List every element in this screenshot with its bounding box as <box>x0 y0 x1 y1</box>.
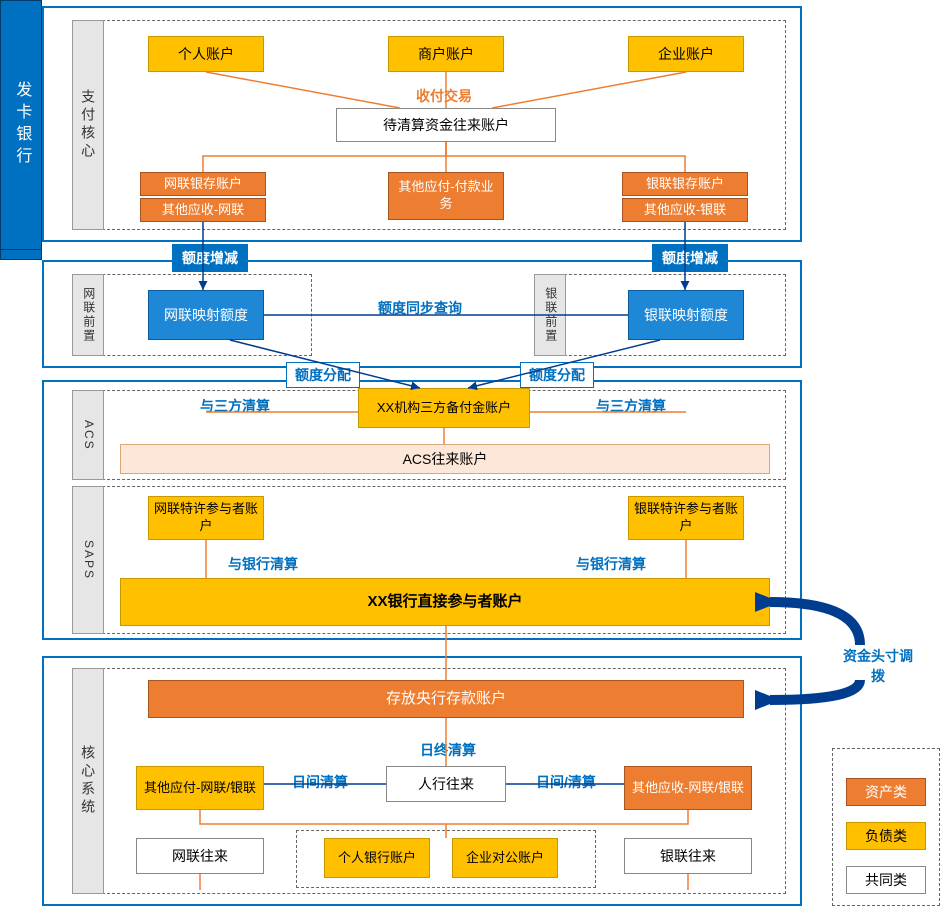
lbl-fund-pos: 资金头寸调拨 <box>838 646 918 686</box>
node-other-recv-wl: 其他应收-网联 <box>140 198 266 222</box>
node-other-recv-wlyl: 其他应收-网联/银联 <box>624 766 752 810</box>
node-pending-settle: 待清算资金往来账户 <box>336 108 556 142</box>
node-personal-bank: 个人银行账户 <box>324 838 430 878</box>
node-wl-wanglai: 网联往来 <box>136 838 264 874</box>
node-central-deposit: 存放央行存款账户 <box>148 680 744 718</box>
sub-payment-core: 支付核心 <box>72 20 104 230</box>
node-other-payable: 其他应付-付款业务 <box>388 172 504 220</box>
node-merchant-acct: 商户账户 <box>388 36 504 72</box>
lbl-third-l: 与三方清算 <box>198 396 272 416</box>
legend-asset: 资产类 <box>846 778 926 806</box>
lbl-shoufu: 收付交易 <box>414 86 474 106</box>
legend-liability: 负债类 <box>846 822 926 850</box>
lbl-alloc-r: 额度分配 <box>520 362 594 388</box>
node-renhang: 人行往来 <box>386 766 506 802</box>
lbl-alloc-l: 额度分配 <box>286 362 360 388</box>
section-issuer: 发卡银行 <box>0 0 42 250</box>
lbl-quota-sync: 额度同步查询 <box>376 298 464 318</box>
node-other-pay-wlyl: 其他应付-网联/银联 <box>136 766 264 810</box>
lbl-intra-l: 日间清算 <box>290 772 350 792</box>
node-xx-reserve: XX机构三方备付金账户 <box>358 388 530 428</box>
sub-yl-front: 银联前置 <box>534 274 566 356</box>
lbl-quota-l: 额度增减 <box>172 244 248 272</box>
sub-wl-front: 网联前置 <box>72 274 104 356</box>
node-enterprise-acct: 企业账户 <box>628 36 744 72</box>
node-other-recv-yl: 其他应收-银联 <box>622 198 748 222</box>
lbl-third-r: 与三方清算 <box>594 396 668 416</box>
node-yl-special: 银联特许参与者账户 <box>628 496 744 540</box>
legend-common: 共同类 <box>846 866 926 894</box>
sub-saps: SAPS <box>72 486 104 634</box>
lbl-intra-r: 日间/清算 <box>534 772 598 792</box>
node-acs-wanglai: ACS往来账户 <box>120 444 770 474</box>
sub-acs: ACS <box>72 390 104 480</box>
node-yl-wanglai: 银联往来 <box>624 838 752 874</box>
node-corp-bank: 企业对公账户 <box>452 838 558 878</box>
node-xx-bank-direct: XX银行直接参与者账户 <box>120 578 770 626</box>
node-personal-acct: 个人账户 <box>148 36 264 72</box>
node-yl-mirror: 银联映射额度 <box>628 290 744 340</box>
node-wl-bank-deposit: 网联银存账户 <box>140 172 266 196</box>
lbl-quota-r: 额度增减 <box>652 244 728 272</box>
lbl-eod: 日终清算 <box>418 740 478 760</box>
node-wl-special: 网联特许参与者账户 <box>148 496 264 540</box>
lbl-bank-l: 与银行清算 <box>226 554 300 574</box>
node-wl-mirror: 网联映射额度 <box>148 290 264 340</box>
node-yl-bank-deposit: 银联银存账户 <box>622 172 748 196</box>
sub-core: 核心系统 <box>72 668 104 894</box>
lbl-bank-r: 与银行清算 <box>574 554 648 574</box>
